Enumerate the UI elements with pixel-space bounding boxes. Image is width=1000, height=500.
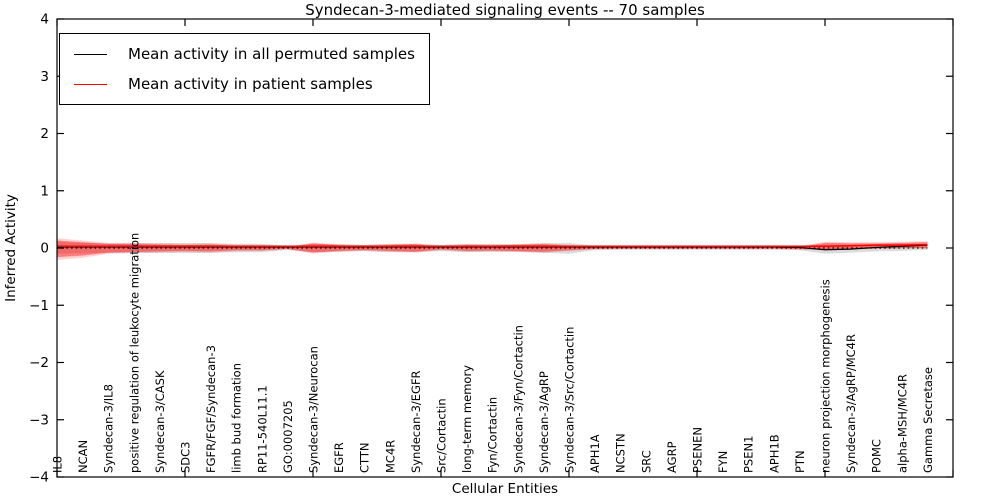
x-entity-label: Syndecan-3/AgRP <box>537 371 551 473</box>
y-axis-label: Inferred Activity <box>3 194 19 302</box>
x-entity-label: NCAN <box>76 440 90 473</box>
legend: Mean activity in all permuted samples Me… <box>59 33 430 105</box>
x-entity-label: MC4R <box>383 440 397 473</box>
x-entity-label: alpha-MSH/MC4R <box>895 374 909 473</box>
x-entity-label: Gamma Secretase <box>921 367 935 473</box>
x-entity-label: RP11-540L11.1 <box>255 385 269 473</box>
x-entity-label: FGFR/FGF/Syndecan-3 <box>204 345 218 473</box>
x-entity-label: Syndecan-3/AgRP/MC4R <box>844 334 858 473</box>
y-tick-label: 3 <box>40 69 49 85</box>
x-entity-label: neuron projection morphogenesis <box>819 279 833 473</box>
y-tick-label: 1 <box>40 183 49 199</box>
x-entity-label: NCSTN <box>614 433 628 473</box>
legend-line-black-icon <box>74 53 107 55</box>
legend-label-patient: Mean activity in patient samples <box>128 75 373 93</box>
x-entity-label: PSEN1 <box>742 436 756 473</box>
mean-patient-line <box>57 243 928 248</box>
x-entity-label: Syndecan-3/EGFR <box>409 370 423 473</box>
x-entity-label: SRC <box>639 450 653 473</box>
x-entity-label: EGFR <box>332 442 346 473</box>
x-entity-label: FYN <box>716 451 730 473</box>
x-entity-label: Fyn/Cortactin <box>486 397 500 473</box>
x-entity-label: APH1B <box>767 434 781 473</box>
y-tick-label: 4 <box>40 12 49 28</box>
x-entity-label: long-term memory <box>460 365 474 473</box>
x-entity-label: Syndecan-3/IL8 <box>102 384 116 473</box>
patient-outer-band <box>57 238 928 261</box>
x-entity-label: PTN <box>793 450 807 473</box>
x-entity-label: PSENEN <box>691 427 705 473</box>
x-entity-label: GO:0007205 <box>281 400 295 473</box>
x-entity-label: limb bud formation <box>230 363 244 473</box>
y-tick-label: 0 <box>40 241 49 257</box>
x-entity-label: IL8 <box>51 456 65 473</box>
x-entity-label: CTTN <box>358 443 372 473</box>
x-entity-label: Syndecan-3/CASK <box>153 370 167 473</box>
y-tick-label: 2 <box>40 126 49 142</box>
y-tick-label: −1 <box>29 298 49 314</box>
x-entity-label: Syndecan-3/Src/Cortactin <box>563 327 577 473</box>
x-entity-label: positive regulation of leukocyte migrati… <box>127 233 141 473</box>
x-entity-label: Syndecan-3/Neurocan <box>307 346 321 473</box>
y-tick-label: −2 <box>29 355 49 371</box>
x-entity-label: Syndecan-3/Fyn/Cortactin <box>511 325 525 473</box>
x-entity-label: POMC <box>870 439 884 473</box>
legend-item-permuted: Mean activity in all permuted samples <box>74 39 415 69</box>
legend-item-patient: Mean activity in patient samples <box>74 69 415 99</box>
y-tick-label: −3 <box>29 412 49 428</box>
permuted-spread-band <box>57 242 928 254</box>
legend-label-permuted: Mean activity in all permuted samples <box>128 45 415 63</box>
legend-line-red-icon <box>74 83 107 85</box>
y-tick-label: −4 <box>29 470 49 486</box>
patient-inner-band <box>57 240 928 258</box>
x-entity-label: SDC3 <box>179 441 193 473</box>
x-entity-label: AGRP <box>665 441 679 473</box>
x-entity-label: Src/Cortactin <box>435 398 449 473</box>
x-entity-label: APH1A <box>588 434 602 473</box>
x-axis-label: Cellular Entities <box>451 481 559 497</box>
chart-title: Syndecan-3-mediated signaling events -- … <box>305 1 705 19</box>
